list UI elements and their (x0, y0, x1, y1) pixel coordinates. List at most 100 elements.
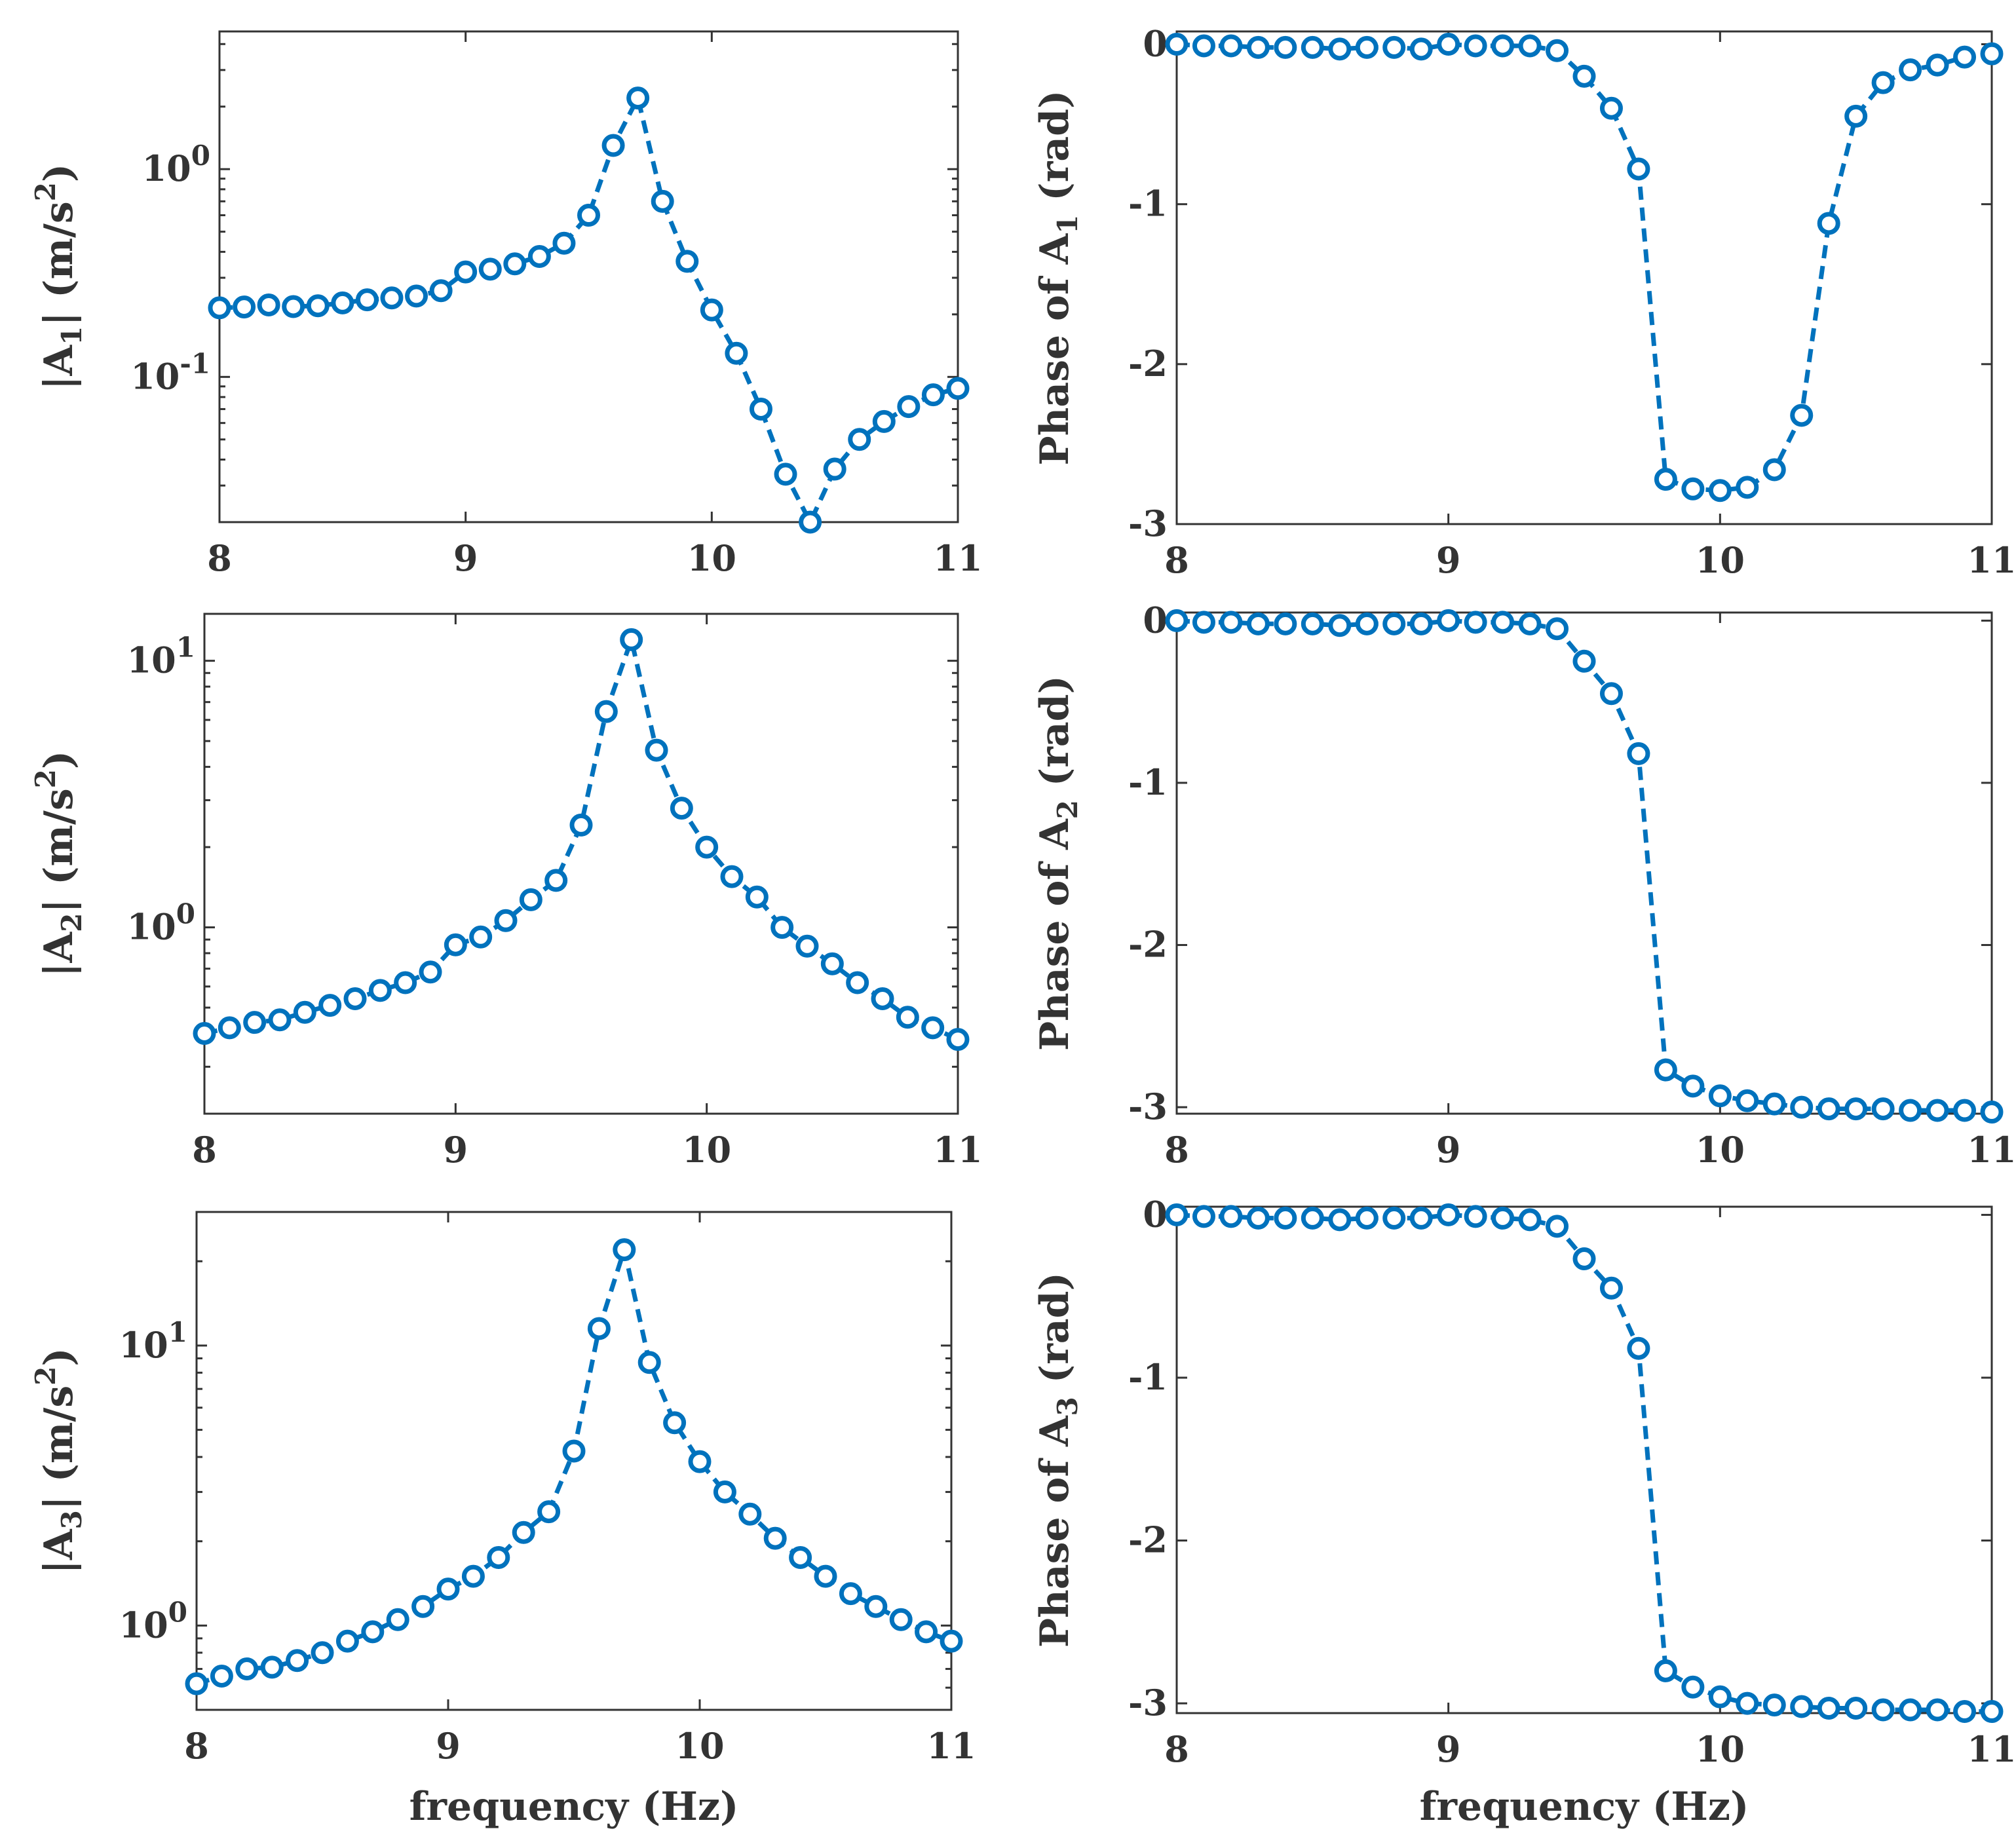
data-point (1546, 1215, 1569, 1238)
plot-frame (203, 613, 959, 1115)
data-point (1219, 34, 1243, 58)
data-point (355, 288, 379, 312)
data-point (1409, 37, 1433, 61)
data-point (651, 189, 674, 213)
data-point (670, 797, 693, 820)
data-point (1192, 611, 1215, 634)
x-tick-label: 9 (453, 537, 478, 579)
data-point (1437, 609, 1460, 632)
series-line (1176, 41, 1992, 493)
data-point (846, 971, 869, 994)
data-point (1681, 1675, 1705, 1699)
y-axis-label: |A2| (m/s2) (29, 751, 88, 977)
data-point (257, 293, 280, 316)
x-tick-label: 9 (436, 1725, 461, 1767)
data-point (1355, 35, 1379, 59)
data-point (1899, 1698, 1922, 1722)
data-point (1980, 1700, 2004, 1724)
y-tick-label: 100 (119, 1596, 187, 1646)
data-point (1219, 611, 1243, 634)
x-tick-label: 11 (1967, 1129, 2016, 1171)
x-tick-label: 11 (1967, 539, 2016, 581)
x-tick-label: 9 (1436, 539, 1461, 581)
data-point (1274, 612, 1297, 635)
data-point (1627, 157, 1650, 181)
data-point (454, 260, 478, 284)
data-point (688, 1450, 712, 1473)
data-point (503, 252, 527, 276)
data-point (1599, 96, 1623, 120)
y-tick-label: 0 (1143, 599, 1168, 641)
x-axis-label: frequency (Hz) (1420, 1784, 1749, 1830)
data-point (1491, 1206, 1515, 1230)
data-point (839, 1582, 862, 1606)
data-point (1165, 609, 1189, 632)
data-point (1926, 1698, 1949, 1722)
data-point (896, 1006, 919, 1029)
data-point (1681, 1074, 1705, 1098)
data-point (637, 1351, 661, 1374)
data-point (487, 1545, 510, 1569)
data-point (1790, 1695, 1814, 1718)
chart-mag2: 8 9 10 11 101 100 |A2| (m/s2) (29, 613, 983, 1171)
data-point (335, 1629, 359, 1653)
data-point (645, 738, 668, 762)
data-point (1980, 42, 2004, 66)
data-point (562, 1439, 586, 1463)
chart-phase1: 8 9 10 11 0 -1 -2 -3 Phase of A1 (rad) (1032, 23, 2016, 581)
x-tick-label: 9 (444, 1129, 468, 1171)
data-point (386, 1608, 409, 1631)
y-tick-label: -1 (1128, 1356, 1168, 1398)
data-point (915, 1620, 938, 1644)
data-point (1437, 1203, 1460, 1226)
data-point (1355, 1206, 1379, 1230)
data-point (1871, 1698, 1895, 1722)
data-point (1654, 1058, 1677, 1082)
data-point (1464, 1205, 1487, 1228)
data-point (1654, 468, 1677, 491)
data-point (1681, 477, 1705, 501)
data-point (770, 916, 794, 939)
series-line (195, 1241, 953, 1686)
data-point (921, 1016, 945, 1040)
x-axis-label: frequency (Hz) (409, 1784, 739, 1830)
y-axis-label: Phase of A3 (rad) (1032, 1272, 1084, 1648)
chart-phase2: 8 9 10 11 0 -1 -2 -3 Phase of A2 (rad) (1032, 599, 2016, 1171)
y-tick-label: 10-1 (130, 347, 210, 397)
data-point (552, 231, 576, 255)
x-tick-label: 10 (1696, 539, 1745, 581)
data-point (1409, 1206, 1433, 1230)
y-tick-label: 101 (127, 632, 195, 681)
data-point (889, 1608, 913, 1631)
data-point (1328, 1208, 1352, 1232)
data-point (1899, 58, 1922, 82)
data-point (1464, 34, 1487, 58)
data-point (210, 1664, 233, 1688)
data-point (720, 865, 744, 888)
data-point (306, 294, 330, 318)
data-point (946, 1028, 970, 1051)
data-point (1790, 404, 1814, 427)
data-point (620, 628, 643, 651)
data-point (1246, 35, 1270, 59)
data-point (537, 1500, 561, 1524)
data-point (1736, 1089, 1759, 1112)
data-point (1654, 1659, 1677, 1682)
data-point (1844, 104, 1868, 128)
data-point (872, 409, 896, 433)
data-point (1219, 1205, 1243, 1228)
data-point (848, 428, 871, 451)
data-point (260, 1655, 284, 1679)
x-tick-label: 8 (1164, 1129, 1189, 1171)
data-point (286, 1649, 309, 1672)
data-point (1546, 617, 1569, 641)
data-point (946, 377, 970, 400)
data-point (318, 994, 342, 1017)
data-point (461, 1564, 485, 1588)
data-point (544, 869, 568, 892)
data-point (695, 835, 719, 859)
y-tick-label: -3 (1128, 1086, 1168, 1127)
data-point (1518, 1208, 1542, 1232)
data-point (1546, 39, 1569, 62)
